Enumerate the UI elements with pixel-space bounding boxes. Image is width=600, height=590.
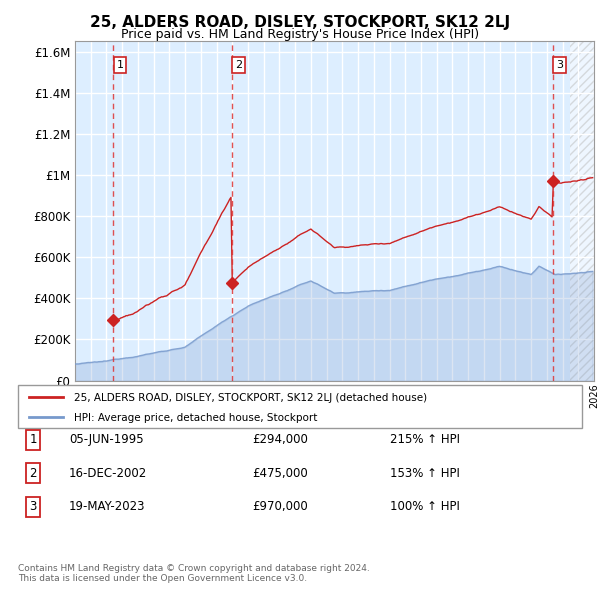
Text: 153% ↑ HPI: 153% ↑ HPI (390, 467, 460, 480)
Text: 1: 1 (116, 60, 124, 70)
Text: 25, ALDERS ROAD, DISLEY, STOCKPORT, SK12 2LJ: 25, ALDERS ROAD, DISLEY, STOCKPORT, SK12… (90, 15, 510, 30)
FancyBboxPatch shape (18, 385, 582, 428)
Text: 215% ↑ HPI: 215% ↑ HPI (390, 433, 460, 446)
Text: HPI: Average price, detached house, Stockport: HPI: Average price, detached house, Stoc… (74, 412, 318, 422)
Text: 2: 2 (29, 467, 37, 480)
Text: 100% ↑ HPI: 100% ↑ HPI (390, 500, 460, 513)
Text: £475,000: £475,000 (252, 467, 308, 480)
Text: 16-DEC-2002: 16-DEC-2002 (69, 467, 147, 480)
Text: 3: 3 (556, 60, 563, 70)
Text: Price paid vs. HM Land Registry's House Price Index (HPI): Price paid vs. HM Land Registry's House … (121, 28, 479, 41)
Text: 05-JUN-1995: 05-JUN-1995 (69, 433, 143, 446)
Text: £294,000: £294,000 (252, 433, 308, 446)
Text: Contains HM Land Registry data © Crown copyright and database right 2024.
This d: Contains HM Land Registry data © Crown c… (18, 563, 370, 583)
Text: 19-MAY-2023: 19-MAY-2023 (69, 500, 146, 513)
Text: 1: 1 (29, 433, 37, 446)
Text: 2: 2 (235, 60, 242, 70)
Text: 3: 3 (29, 500, 37, 513)
Text: £970,000: £970,000 (252, 500, 308, 513)
Text: 25, ALDERS ROAD, DISLEY, STOCKPORT, SK12 2LJ (detached house): 25, ALDERS ROAD, DISLEY, STOCKPORT, SK12… (74, 393, 428, 403)
